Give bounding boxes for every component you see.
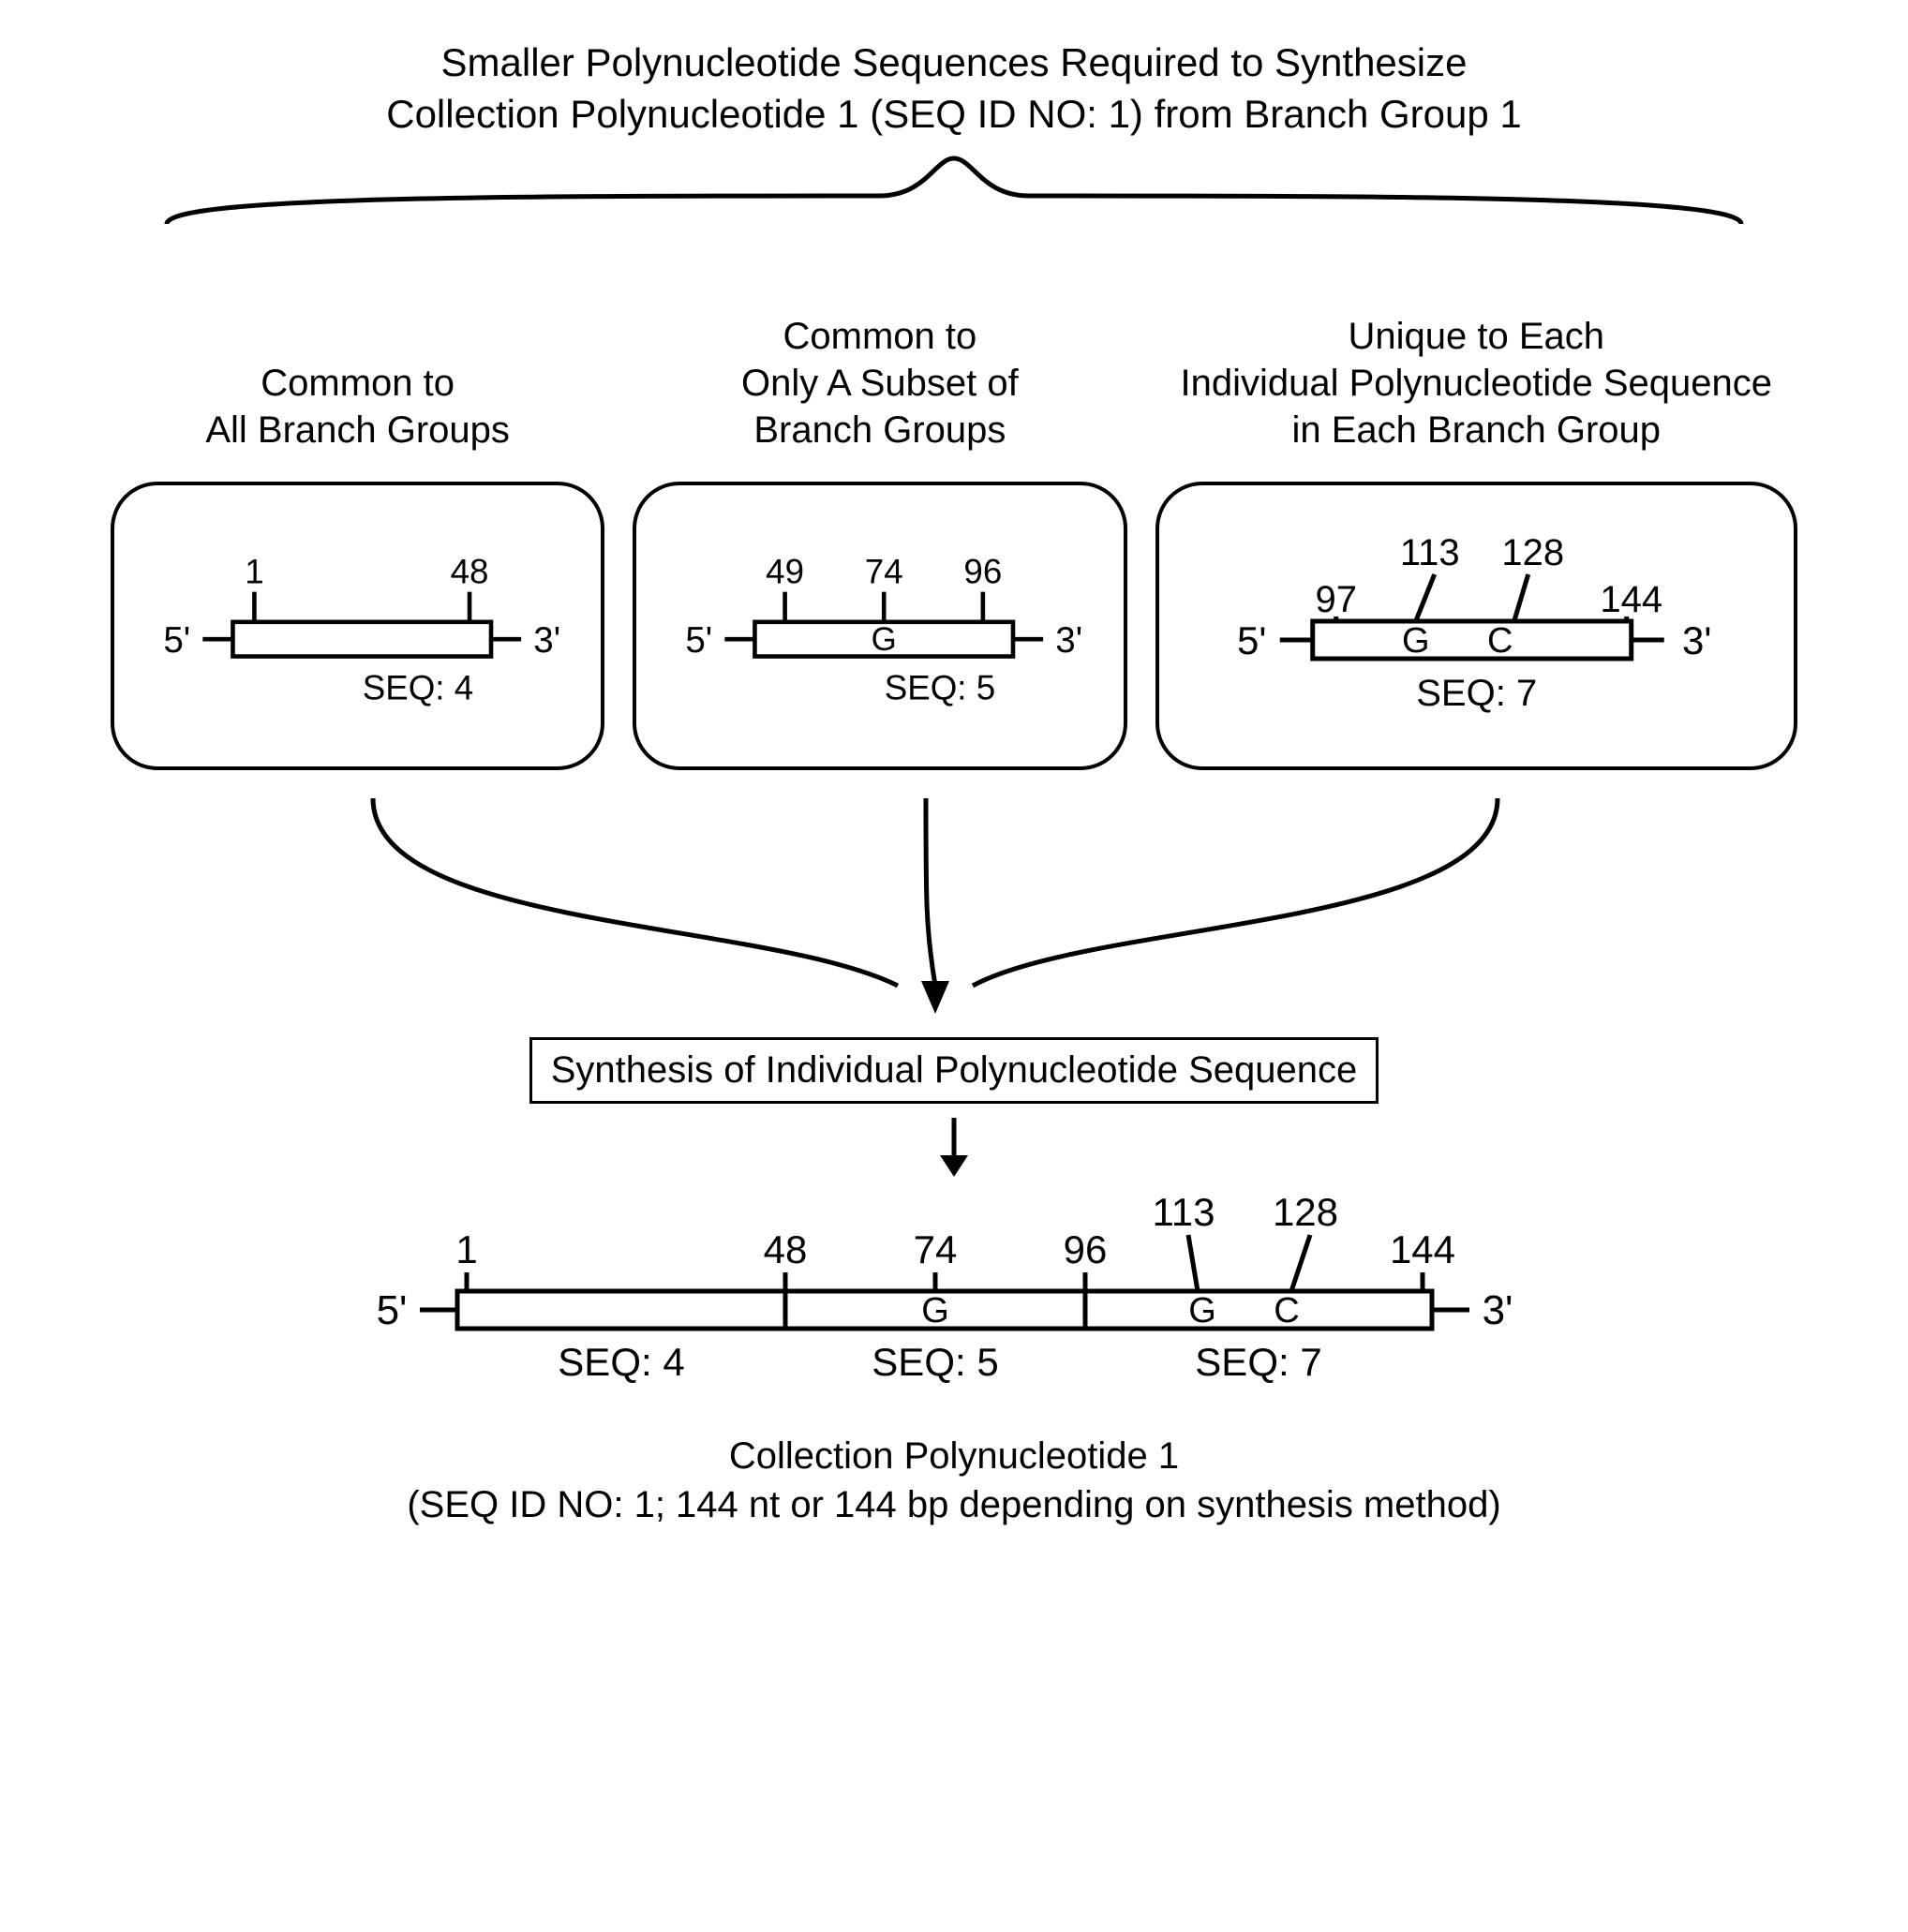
inner-g-3: G (1401, 621, 1429, 661)
title: Smaller Polynucleotide Sequences Require… (111, 37, 1797, 140)
col-header-2: Common to Only A Subset of Branch Groups (741, 266, 1019, 453)
pos-128: 128 (1501, 532, 1564, 573)
fseg3-g: G (1188, 1291, 1216, 1330)
end-3p-2: 3' (1056, 620, 1083, 661)
fpos-48: 48 (764, 1227, 808, 1271)
seq-svg-1: 1 48 5' 3' SEQ: 4 (142, 523, 573, 738)
end-5p-3: 5' (1237, 618, 1266, 662)
seq-label-2: SEQ: 5 (885, 669, 995, 707)
fseq-label-1: SEQ: 4 (558, 1340, 684, 1384)
fpos-128: 128 (1273, 1190, 1338, 1234)
final-sequence: 1 48 74 96 113 128 144 5' 3' G G C SEQ: … (111, 1183, 1797, 1408)
column-common-subset: Common to Only A Subset of Branch Groups… (633, 266, 1126, 770)
final-caption-2: (SEQ ID NO: 1; 144 nt or 144 bp dependin… (407, 1484, 1500, 1525)
end-3p-3: 3' (1682, 618, 1711, 662)
pos-97: 97 (1315, 579, 1357, 620)
fpos-144: 144 (1390, 1227, 1455, 1271)
final-caption: Collection Polynucleotide 1 (SEQ ID NO: … (111, 1432, 1797, 1529)
pos-74: 74 (865, 553, 903, 591)
diagram-root: Smaller Polynucleotide Sequences Require… (111, 37, 1797, 1529)
fseg2-g: G (921, 1291, 949, 1330)
synthesis-box: Synthesis of Individual Polynucleotide S… (529, 1037, 1379, 1104)
column-common-all: Common to All Branch Groups 1 48 5' 3' (111, 266, 604, 770)
fpos-113: 113 (1153, 1190, 1215, 1234)
title-line2: Collection Polynucleotide 1 (SEQ ID NO: … (386, 92, 1522, 136)
pos-144: 144 (1600, 579, 1662, 620)
seq-label-1: SEQ: 4 (363, 669, 473, 707)
pos-49: 49 (766, 553, 804, 591)
title-line1: Smaller Polynucleotide Sequences Require… (441, 40, 1468, 84)
final-caption-1: Collection Polynucleotide 1 (729, 1435, 1179, 1477)
synth-row: Synthesis of Individual Polynucleotide S… (111, 1037, 1797, 1113)
end-3p-1: 3' (533, 620, 560, 661)
column-unique: Unique to Each Individual Polynucleotide… (1155, 266, 1797, 770)
seq-box-2: 49 74 96 5' 3' G SEQ: 5 (633, 482, 1126, 770)
fseg3-c: C (1274, 1291, 1299, 1330)
end-5p-1: 5' (163, 620, 190, 661)
fend-5p: 5' (377, 1287, 408, 1333)
fseq-label-3: SEQ: 7 (1195, 1340, 1321, 1384)
seq-svg-2: 49 74 96 5' 3' G SEQ: 5 (664, 523, 1095, 738)
seq-box-1: 1 48 5' 3' SEQ: 4 (111, 482, 604, 770)
col-header-3: Unique to Each Individual Polynucleotide… (1180, 266, 1772, 453)
seq-label-3: SEQ: 7 (1416, 673, 1537, 714)
seq-box-3: 113 128 97 144 5' 3' G C (1155, 482, 1797, 770)
pos-48: 48 (451, 553, 489, 591)
top-curly-brace (111, 149, 1797, 233)
seq-svg-3: 113 128 97 144 5' 3' G C (1187, 523, 1766, 738)
end-5p-2: 5' (686, 620, 713, 661)
pos-96: 96 (964, 553, 1003, 591)
fpos-74: 74 (914, 1227, 958, 1271)
fpos-1: 1 (455, 1227, 477, 1271)
fpos-96: 96 (1064, 1227, 1108, 1271)
inner-c-3: C (1487, 621, 1513, 661)
pos-113: 113 (1399, 532, 1459, 573)
pos-1: 1 (245, 553, 263, 591)
fend-3p: 3' (1483, 1287, 1513, 1333)
columns-row: Common to All Branch Groups 1 48 5' 3' (111, 266, 1797, 770)
col-header-1: Common to All Branch Groups (205, 266, 510, 453)
fseq-label-2: SEQ: 5 (872, 1340, 998, 1384)
down-arrow (111, 1113, 1797, 1179)
merge-arrows (111, 789, 1797, 1033)
inner-g-2: G (872, 621, 897, 658)
